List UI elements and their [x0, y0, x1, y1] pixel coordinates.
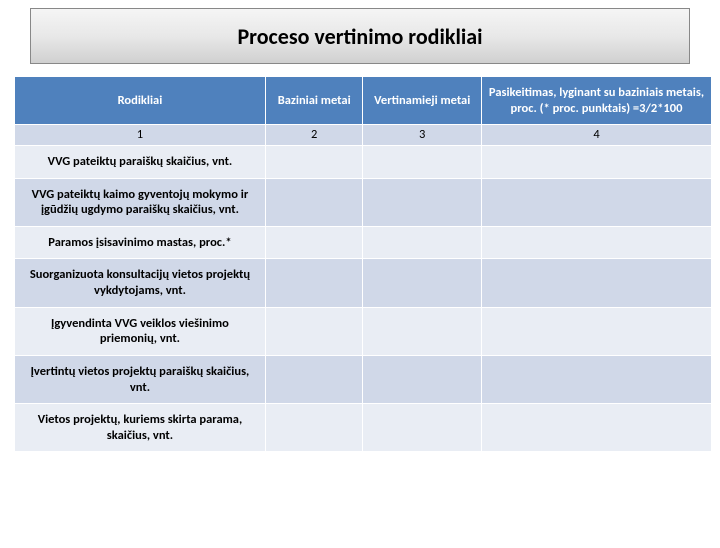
- cell-empty: [481, 259, 711, 307]
- row-label: Vietos projektų, kuriems skirta parama, …: [15, 404, 266, 452]
- col-num-2: 2: [265, 125, 363, 146]
- cell-empty: [265, 404, 363, 452]
- col-header-indicator: Rodikliai: [15, 77, 266, 125]
- cell-empty: [265, 178, 363, 226]
- table-row: Vietos projektų, kuriems skirta parama, …: [15, 404, 712, 452]
- table-container: Rodikliai Baziniai metai Vertinamieji me…: [0, 76, 720, 452]
- row-label: VVG pateiktų paraiškų skaičius, vnt.: [15, 145, 266, 178]
- cell-empty: [481, 226, 711, 259]
- cell-empty: [265, 226, 363, 259]
- cell-empty: [265, 307, 363, 355]
- column-number-row: 1 2 3 4: [15, 125, 712, 146]
- cell-empty: [363, 404, 481, 452]
- cell-empty: [363, 145, 481, 178]
- cell-empty: [363, 178, 481, 226]
- cell-empty: [265, 145, 363, 178]
- col-num-1: 1: [15, 125, 266, 146]
- table-header: Rodikliai Baziniai metai Vertinamieji me…: [15, 77, 712, 125]
- table-row: VVG pateiktų paraiškų skaičius, vnt.: [15, 145, 712, 178]
- cell-empty: [481, 404, 711, 452]
- cell-empty: [363, 259, 481, 307]
- title-banner: Proceso vertinimo rodikliai: [30, 8, 690, 64]
- row-label: Paramos įsisavinimo mastas, proc.*: [15, 226, 266, 259]
- cell-empty: [265, 259, 363, 307]
- row-label: Įgyvendinta VVG veiklos viešinimo priemo…: [15, 307, 266, 355]
- cell-empty: [363, 355, 481, 403]
- indicators-table: Rodikliai Baziniai metai Vertinamieji me…: [14, 76, 712, 452]
- row-label: Įvertintų vietos projektų paraiškų skaič…: [15, 355, 266, 403]
- col-header-change: Pasikeitimas, lyginant su baziniais meta…: [481, 77, 711, 125]
- col-num-3: 3: [363, 125, 481, 146]
- table-row: Įvertintų vietos projektų paraiškų skaič…: [15, 355, 712, 403]
- row-label: Suorganizuota konsultacijų vietos projek…: [15, 259, 266, 307]
- table-row: Įgyvendinta VVG veiklos viešinimo priemo…: [15, 307, 712, 355]
- table-row: VVG pateiktų kaimo gyventojų mokymo ir į…: [15, 178, 712, 226]
- cell-empty: [363, 226, 481, 259]
- col-header-eval-year: Vertinamieji metai: [363, 77, 481, 125]
- cell-empty: [481, 145, 711, 178]
- page-title: Proceso vertinimo rodikliai: [237, 23, 482, 50]
- cell-empty: [363, 307, 481, 355]
- row-label: VVG pateiktų kaimo gyventojų mokymo ir į…: [15, 178, 266, 226]
- col-num-4: 4: [481, 125, 711, 146]
- col-header-base-year: Baziniai metai: [265, 77, 363, 125]
- table-row: Paramos įsisavinimo mastas, proc.*: [15, 226, 712, 259]
- cell-empty: [481, 307, 711, 355]
- cell-empty: [481, 178, 711, 226]
- cell-empty: [481, 355, 711, 403]
- cell-empty: [265, 355, 363, 403]
- table-row: Suorganizuota konsultacijų vietos projek…: [15, 259, 712, 307]
